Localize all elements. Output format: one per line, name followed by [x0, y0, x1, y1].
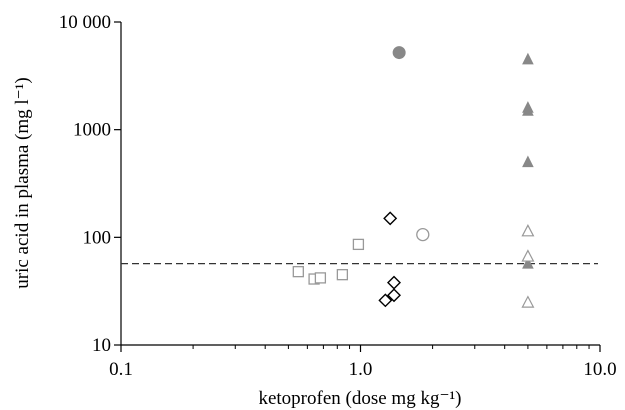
- y-tick-label: 100: [83, 227, 112, 248]
- open-square-point: [314, 272, 327, 284]
- y-tick-label: 10: [92, 335, 111, 356]
- filled-triangle-point: [522, 104, 534, 116]
- y-axis-label: uric acid in plasma (mg l⁻¹): [12, 77, 33, 288]
- filled-triangle-point: [522, 256, 534, 269]
- y-tick-label: 10 000: [59, 12, 111, 33]
- open-square-point: [352, 238, 365, 251]
- open-triangle-point: [521, 249, 535, 262]
- x-tick-label: 1.0: [349, 359, 373, 380]
- open-square-point: [292, 266, 304, 278]
- ticks: 0.1 1.0 10.0 10 100 1000 10 000: [59, 12, 617, 380]
- open-diamond-point: [387, 288, 401, 303]
- open-square-point: [336, 269, 349, 281]
- data-marks: [292, 46, 535, 308]
- filled-circle-point: [392, 46, 406, 60]
- open-circle-point: [416, 227, 430, 242]
- x-axis-label: ketoprofen (dose mg kg⁻¹): [258, 388, 461, 409]
- open-diamond-point: [387, 275, 401, 290]
- open-triangle-point: [521, 295, 535, 308]
- x-tick-label: 10.0: [583, 359, 616, 380]
- filled-triangle-point: [522, 155, 534, 168]
- open-triangle-point: [521, 224, 535, 237]
- x-tick-label: 0.1: [109, 359, 133, 380]
- y-tick-label: 1000: [73, 120, 111, 141]
- open-diamond-point: [378, 293, 393, 308]
- open-diamond-point: [383, 211, 398, 226]
- filled-triangle-point: [522, 52, 534, 65]
